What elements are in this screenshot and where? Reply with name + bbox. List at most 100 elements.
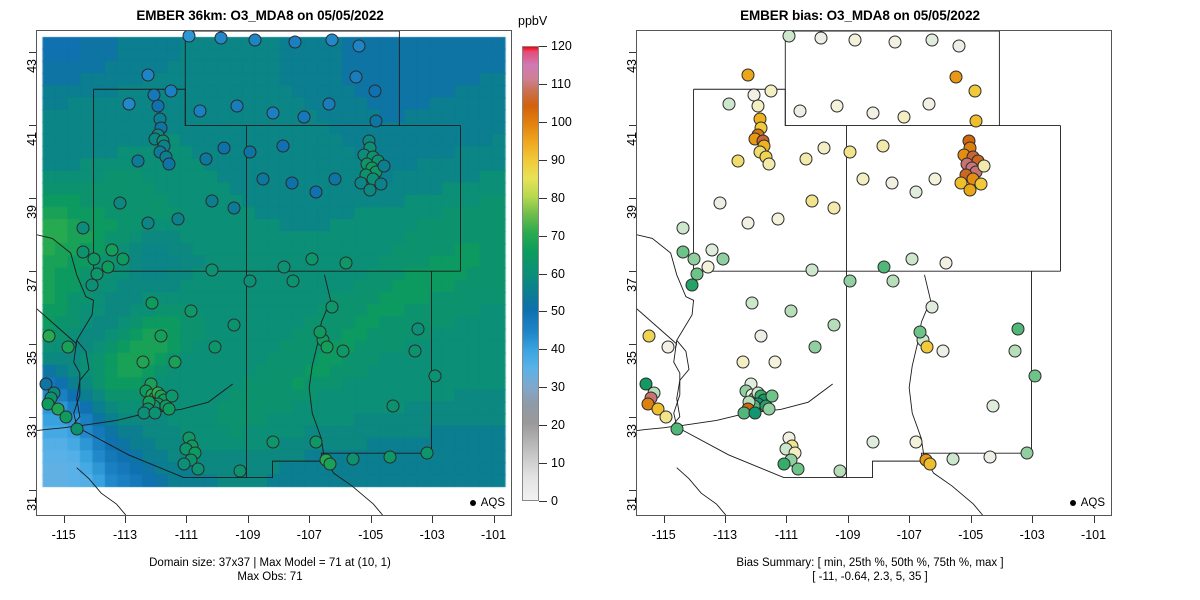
aqs-monitor-marker[interactable] — [85, 278, 99, 292]
aqs-monitor-marker[interactable] — [983, 450, 997, 464]
aqs-monitor-marker[interactable] — [791, 462, 805, 476]
aqs-monitor-marker[interactable] — [659, 410, 673, 423]
aqs-monitor-marker[interactable] — [168, 355, 182, 369]
aqs-monitor-marker[interactable] — [731, 154, 745, 168]
aqs-monitor-marker[interactable] — [1020, 446, 1034, 460]
aqs-monitor-marker[interactable] — [276, 139, 290, 153]
aqs-monitor-marker[interactable] — [716, 252, 730, 266]
aqs-monitor-marker[interactable] — [754, 329, 768, 343]
aqs-monitor-marker[interactable] — [866, 435, 880, 449]
aqs-monitor-marker[interactable] — [313, 325, 327, 339]
aqs-monitor-marker[interactable] — [925, 33, 939, 47]
aqs-monitor-marker[interactable] — [848, 33, 862, 47]
aqs-monitor-marker[interactable] — [886, 274, 900, 288]
aqs-monitor-marker[interactable] — [808, 340, 822, 354]
aqs-monitor-marker[interactable] — [323, 457, 337, 471]
aqs-monitor-marker[interactable] — [936, 344, 950, 358]
aqs-monitor-marker[interactable] — [105, 243, 119, 257]
aqs-monitor-marker[interactable] — [113, 196, 127, 210]
aqs-monitor-marker[interactable] — [922, 97, 936, 111]
aqs-monitor-marker[interactable] — [141, 68, 155, 82]
aqs-monitor-marker[interactable] — [939, 256, 953, 270]
aqs-monitor-marker[interactable] — [974, 177, 988, 191]
aqs-monitor-marker[interactable] — [368, 84, 382, 98]
aqs-monitor-marker[interactable] — [814, 31, 828, 45]
aqs-monitor-marker[interactable] — [986, 399, 1000, 413]
aqs-monitor-marker[interactable] — [420, 446, 434, 460]
aqs-monitor-marker[interactable] — [969, 114, 983, 128]
aqs-monitor-marker[interactable] — [59, 410, 73, 423]
map-bias[interactable]: AQS — [636, 30, 1112, 516]
aqs-monitor-marker[interactable] — [952, 39, 966, 53]
aqs-monitor-marker[interactable] — [162, 157, 176, 171]
aqs-monitor-marker[interactable] — [374, 177, 388, 191]
aqs-monitor-marker[interactable] — [191, 462, 205, 476]
aqs-monitor-marker[interactable] — [909, 185, 923, 199]
aqs-monitor-marker[interactable] — [136, 355, 150, 369]
aqs-monitor-marker[interactable] — [154, 329, 168, 343]
aqs-monitor-marker[interactable] — [765, 389, 779, 403]
aqs-monitor-marker[interactable] — [346, 452, 360, 466]
aqs-monitor-marker[interactable] — [925, 300, 939, 314]
aqs-monitor-marker[interactable] — [164, 84, 178, 98]
aqs-monitor-marker[interactable] — [349, 70, 363, 84]
aqs-monitor-marker[interactable] — [151, 99, 165, 113]
aqs-monitor-marker[interactable] — [949, 70, 963, 84]
aqs-monitor-marker[interactable] — [87, 252, 101, 266]
aqs-monitor-marker[interactable] — [386, 399, 400, 413]
aqs-monitor-marker[interactable] — [171, 212, 185, 226]
aqs-monitor-marker[interactable] — [131, 154, 145, 168]
aqs-monitor-marker[interactable] — [70, 422, 84, 436]
aqs-monitor-marker[interactable] — [923, 457, 937, 471]
aqs-monitor-marker[interactable] — [817, 141, 831, 155]
aqs-monitor-marker[interactable] — [676, 221, 690, 235]
aqs-monitor-marker[interactable] — [76, 221, 90, 235]
aqs-monitor-marker[interactable] — [162, 402, 176, 416]
aqs-monitor-marker[interactable] — [687, 252, 701, 266]
aqs-monitor-marker[interactable] — [243, 274, 257, 288]
aqs-monitor-marker[interactable] — [377, 159, 391, 173]
aqs-monitor-marker[interactable] — [830, 99, 844, 113]
aqs-monitor-marker[interactable] — [782, 31, 796, 43]
aqs-monitor-marker[interactable] — [784, 304, 798, 318]
aqs-monitor-marker[interactable] — [352, 39, 366, 53]
aqs-monitor-marker[interactable] — [363, 183, 377, 197]
aqs-monitor-marker[interactable] — [320, 340, 334, 354]
aqs-monitor-marker[interactable] — [977, 159, 991, 173]
aqs-monitor-marker[interactable] — [309, 185, 323, 199]
aqs-monitor-marker[interactable] — [799, 152, 813, 166]
aqs-monitor-marker[interactable] — [285, 176, 299, 190]
aqs-monitor-marker[interactable] — [309, 435, 323, 449]
aqs-monitor-marker[interactable] — [751, 99, 765, 113]
aqs-monitor-marker[interactable] — [383, 450, 397, 464]
aqs-monitor-marker[interactable] — [145, 296, 159, 310]
aqs-monitor-marker[interactable] — [277, 260, 291, 274]
aqs-monitor-marker[interactable] — [768, 355, 782, 369]
aqs-monitor-marker[interactable] — [968, 84, 982, 98]
aqs-monitor-marker[interactable] — [199, 152, 213, 166]
aqs-monitor-marker[interactable] — [336, 344, 350, 358]
aqs-monitor-marker[interactable] — [843, 274, 857, 288]
aqs-monitor-marker[interactable] — [325, 300, 339, 314]
aqs-monitor-marker[interactable] — [913, 325, 927, 339]
aqs-monitor-marker[interactable] — [230, 99, 244, 113]
aqs-monitor-marker[interactable] — [713, 196, 727, 210]
aqs-monitor-marker[interactable] — [141, 216, 155, 230]
aqs-monitor-marker[interactable] — [897, 110, 911, 124]
aqs-monitor-marker[interactable] — [165, 389, 179, 403]
aqs-monitor-marker[interactable] — [963, 183, 977, 197]
aqs-monitor-marker[interactable] — [920, 340, 934, 354]
aqs-monitor-marker[interactable] — [227, 318, 241, 332]
aqs-monitor-marker[interactable] — [866, 106, 880, 120]
aqs-monitor-marker[interactable] — [685, 278, 699, 292]
aqs-monitor-marker[interactable] — [876, 139, 890, 153]
aqs-monitor-marker[interactable] — [428, 369, 442, 383]
aqs-monitor-marker[interactable] — [877, 260, 891, 274]
aqs-monitor-marker[interactable] — [1028, 369, 1042, 383]
aqs-monitor-marker[interactable] — [805, 263, 819, 277]
aqs-monitor-marker[interactable] — [777, 457, 791, 471]
aqs-monitor-marker[interactable] — [42, 329, 56, 343]
aqs-monitor-marker[interactable] — [369, 114, 383, 128]
aqs-monitor-marker[interactable] — [905, 252, 919, 266]
aqs-monitor-marker[interactable] — [101, 260, 115, 274]
